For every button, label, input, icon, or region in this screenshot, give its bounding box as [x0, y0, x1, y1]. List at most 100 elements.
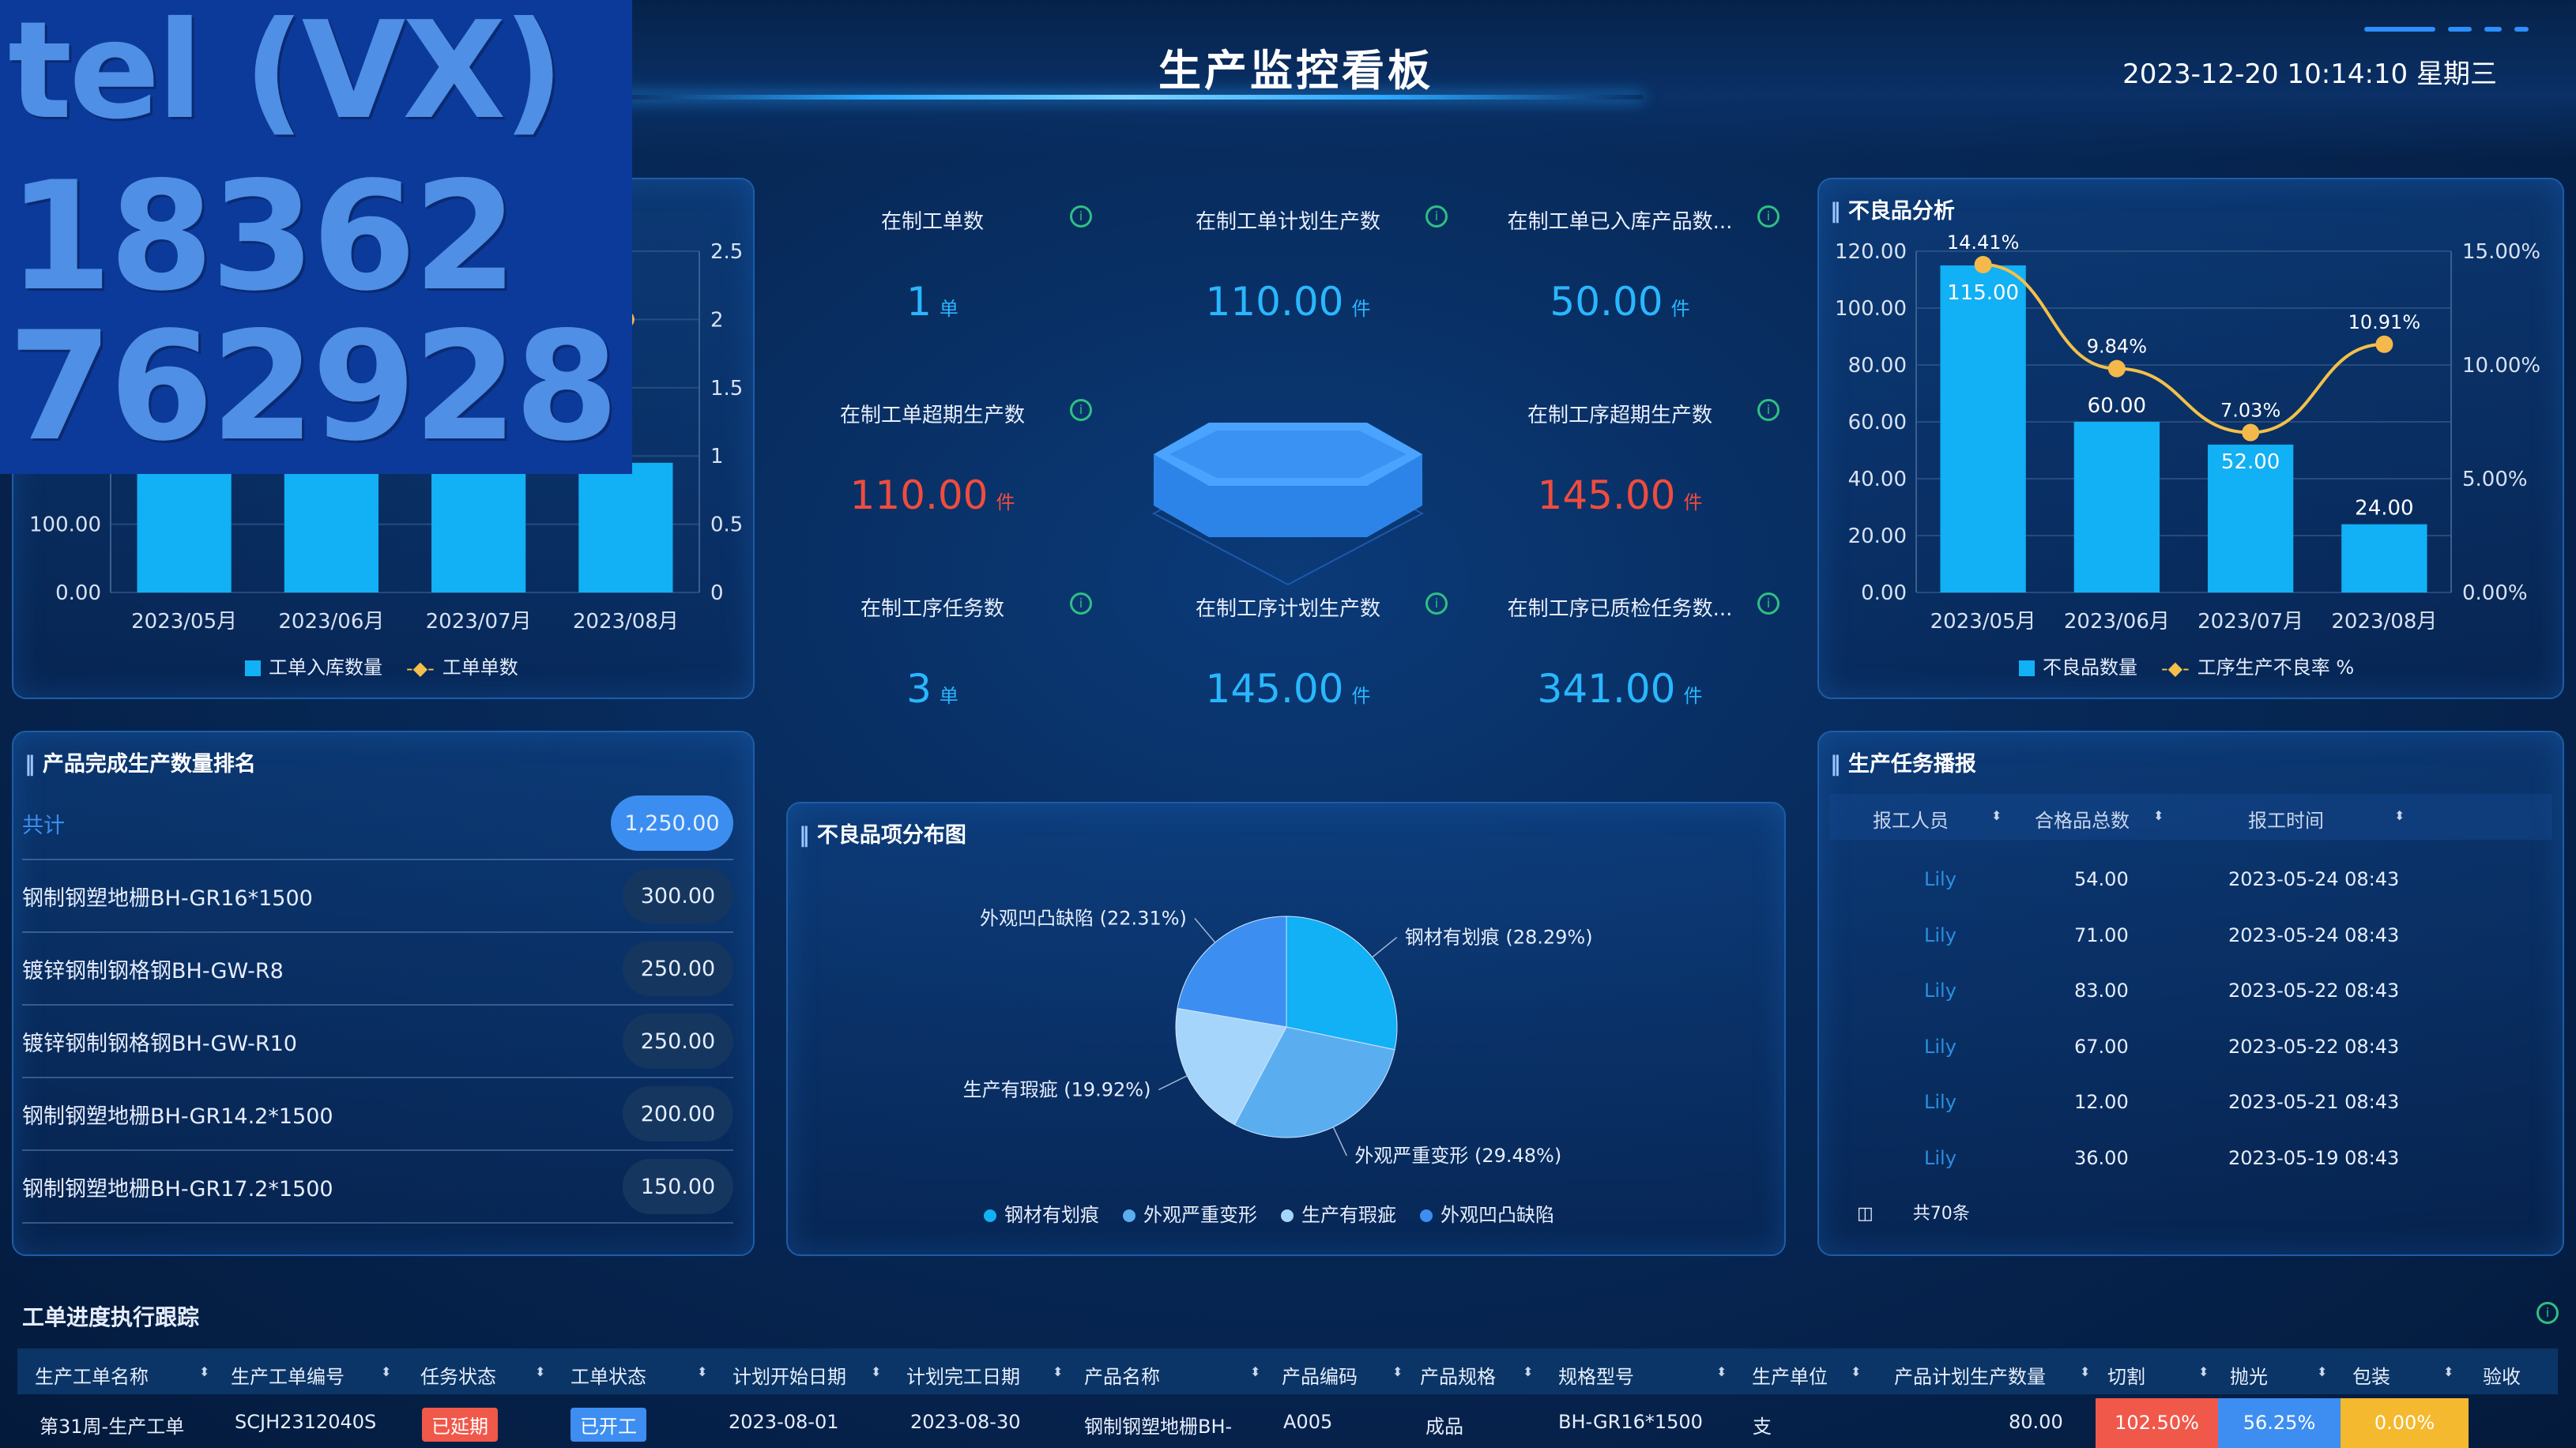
- column-header[interactable]: 任务状态: [420, 1366, 496, 1388]
- column-header[interactable]: 验收: [2483, 1366, 2521, 1388]
- col-reporter[interactable]: 报工人员: [1873, 810, 1949, 832]
- info-icon[interactable]: i: [1757, 592, 1779, 615]
- legend-label: 外观凹凸缺陷: [1441, 1204, 1554, 1226]
- slice-leader-line: [1332, 1126, 1348, 1157]
- sort-icon[interactable]: ⬍: [2317, 1364, 2328, 1379]
- ranking-title: 产品完成生产数量排名: [24, 747, 256, 777]
- column-header[interactable]: 产品名称: [1084, 1366, 1160, 1388]
- column-header[interactable]: 产品规格: [1420, 1366, 1496, 1388]
- output-chart-legend: 工单入库数量 -◆- 工单单数: [245, 652, 518, 679]
- kpi-unit: 件: [1670, 298, 1690, 320]
- pie-chart: 钢材有划痕 (28.29%) 外观严重变形 (29.48%) 生产有瑕疵 (19.9…: [963, 907, 1593, 1167]
- info-icon[interactable]: i: [1757, 399, 1779, 421]
- cell-unit: 支: [1753, 1416, 1772, 1438]
- cell-time: 2023-05-22 08:43: [2228, 1035, 2400, 1058]
- legend-item[interactable]: 外观凹凸缺陷: [1420, 1199, 1554, 1227]
- y2-tick-label: 1.5: [710, 377, 743, 401]
- sort-icon[interactable]: ⬍: [535, 1364, 546, 1379]
- info-icon[interactable]: i: [1425, 205, 1448, 228]
- column-header[interactable]: 规格型号: [1558, 1366, 1634, 1388]
- product-count: 250.00: [623, 941, 733, 996]
- product-count: 200.00: [623, 1086, 733, 1141]
- sort-icon[interactable]: ⬍: [1250, 1364, 1261, 1379]
- kpi-value-wrap: 110.00 件: [766, 472, 1098, 518]
- legend-item-bar[interactable]: 不良品数量: [2019, 652, 2137, 679]
- kpi-label: 在制工单超期生产数: [839, 404, 1025, 427]
- ranking-row: 钢制钢塑地栅BH-GR14.2*1500 200.00: [22, 1078, 733, 1151]
- slice-label: 外观凹凸缺陷 (22.31%): [980, 907, 1187, 929]
- cell-qualified: 12.00: [2074, 1091, 2129, 1113]
- sort-icon[interactable]: ⬍: [2080, 1364, 2091, 1379]
- slice-label: 生产有瑕疵 (19.92%): [963, 1078, 1151, 1100]
- sort-icon[interactable]: ⬍: [1053, 1364, 1064, 1379]
- sort-icon[interactable]: ⬍: [2394, 808, 2405, 823]
- sort-icon[interactable]: ⬍: [381, 1364, 392, 1379]
- total-value: 1,250.00: [611, 795, 733, 851]
- column-header[interactable]: 生产单位: [1752, 1366, 1828, 1388]
- kpi-card: 在制工序超期生产数 i 145.00 件: [1454, 399, 1786, 518]
- table-row[interactable]: 第31周-生产工单 SCJH2312040S 已延期 已开工 2023-08-0…: [17, 1398, 2558, 1448]
- info-icon[interactable]: i: [2536, 1302, 2559, 1324]
- sort-icon[interactable]: ⬍: [1716, 1364, 1727, 1379]
- line-point: [2375, 335, 2393, 353]
- legend-label: 工单入库数量: [269, 656, 382, 679]
- legend-item-line[interactable]: -◆- 工单单数: [406, 656, 518, 679]
- column-header[interactable]: 包装: [2352, 1366, 2390, 1388]
- legend-item-line[interactable]: -◆- 工序生产不良率 %: [2161, 656, 2355, 679]
- page-title: 生产监控看板: [1158, 46, 1433, 96]
- sort-icon[interactable]: ⬍: [697, 1364, 708, 1379]
- column-header[interactable]: 计划开始日期: [733, 1366, 846, 1388]
- info-icon[interactable]: i: [1070, 399, 1092, 421]
- sort-icon[interactable]: ⬍: [871, 1364, 882, 1379]
- sort-icon[interactable]: ⬍: [1523, 1364, 1534, 1379]
- slice-label: 钢材有划痕 (28.29%): [1405, 927, 1593, 949]
- column-header[interactable]: 生产工单名称: [35, 1366, 149, 1388]
- legend-item[interactable]: 生产有瑕疵: [1281, 1199, 1396, 1227]
- info-icon[interactable]: i: [1425, 592, 1448, 615]
- column-header[interactable]: 产品计划生产数量: [1894, 1366, 2046, 1388]
- product-count: 300.00: [623, 868, 733, 923]
- kpi-unit: 单: [939, 685, 958, 707]
- table-row[interactable]: Lily 54.00 2023-05-24 08:43: [1829, 857, 2552, 912]
- table-row[interactable]: Lily 12.00 2023-05-21 08:43: [1829, 1080, 2552, 1135]
- column-header[interactable]: 切割: [2107, 1366, 2145, 1388]
- sort-icon[interactable]: ⬍: [2153, 808, 2164, 823]
- info-icon[interactable]: i: [1070, 592, 1092, 615]
- column-header[interactable]: 生产工单编号: [231, 1366, 345, 1388]
- product-name: 镀锌钢制钢格钢BH-GW-R8: [22, 958, 284, 984]
- y-tick-label: 100.00: [1835, 297, 1907, 321]
- table-row[interactable]: Lily 71.00 2023-05-24 08:43: [1829, 913, 2552, 968]
- sort-icon[interactable]: ⬍: [199, 1364, 210, 1379]
- sort-icon[interactable]: ⬍: [1392, 1364, 1403, 1379]
- column-header[interactable]: 计划完工日期: [906, 1366, 1020, 1388]
- legend-label: 生产有瑕疵: [1301, 1204, 1396, 1226]
- info-icon[interactable]: i: [1070, 205, 1092, 228]
- col-time[interactable]: 报工时间: [2248, 810, 2324, 832]
- column-header[interactable]: 工单状态: [571, 1366, 646, 1388]
- kpi-unit: 单: [939, 298, 958, 320]
- col-qualified[interactable]: 合格品总数: [2035, 810, 2130, 832]
- sort-icon[interactable]: ⬍: [2198, 1364, 2209, 1379]
- table-row[interactable]: Lily 83.00 2023-05-22 08:43: [1829, 968, 2552, 1024]
- info-icon[interactable]: i: [1757, 205, 1779, 228]
- sort-icon[interactable]: ⬍: [2443, 1364, 2454, 1379]
- line-value-label: 9.84%: [2087, 336, 2147, 358]
- table-row[interactable]: Lily 67.00 2023-05-22 08:43: [1829, 1025, 2552, 1080]
- pager-icon[interactable]: ◫: [1857, 1204, 1874, 1224]
- y2-tick-label: 1: [710, 445, 724, 468]
- cut-progress-cell: 102.50%: [2096, 1398, 2218, 1448]
- ranking-row: 钢制钢塑地栅BH-GR17.2*1500 150.00: [22, 1151, 733, 1224]
- cell-reporter: Lily: [1924, 1035, 1956, 1058]
- legend-label: 外观严重变形: [1143, 1204, 1257, 1226]
- cell-code: SCJH2312040S: [235, 1411, 377, 1433]
- column-header[interactable]: 产品编码: [1282, 1366, 1358, 1388]
- column-header[interactable]: 抛光: [2230, 1366, 2268, 1388]
- legend-item-bar[interactable]: 工单入库数量: [245, 652, 382, 679]
- table-row[interactable]: Lily 36.00 2023-05-19 08:43: [1829, 1136, 2552, 1191]
- sort-icon[interactable]: ⬍: [1851, 1364, 1862, 1379]
- sort-icon[interactable]: ⬍: [1991, 808, 2002, 823]
- legend-item[interactable]: 钢材有划痕: [984, 1199, 1099, 1227]
- kpi-card: 在制工单计划生产数 i 110.00 件: [1122, 205, 1454, 325]
- legend-item[interactable]: 外观严重变形: [1123, 1199, 1257, 1227]
- kpi-value-wrap: 145.00 件: [1122, 666, 1454, 712]
